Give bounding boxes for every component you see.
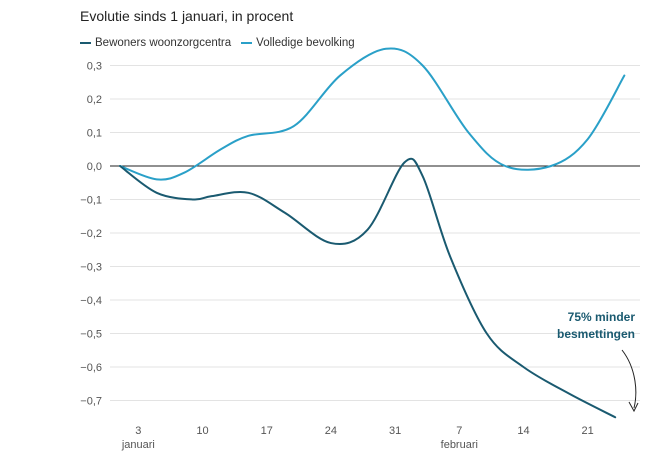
x-tick-label: 21 <box>582 425 594 437</box>
x-tick-label: 24 <box>325 425 337 437</box>
y-tick-label: −0,2 <box>80 228 102 240</box>
annotation-text-line2: besmettingen <box>557 327 635 341</box>
x-month-label: januari <box>121 439 155 451</box>
y-tick-label: 0,0 <box>87 161 102 173</box>
legend-swatch-volledige <box>241 42 253 44</box>
x-tick-label: 3 <box>135 425 141 437</box>
y-tick-label: −0,7 <box>80 396 102 408</box>
legend-item-bewoners: Bewoners woonzorgcentra <box>80 37 231 49</box>
y-tick-label: −0,4 <box>80 295 102 307</box>
x-tick-label: 14 <box>517 425 529 437</box>
y-tick-label: −0,1 <box>80 195 102 207</box>
y-tick-label: 0,3 <box>87 61 102 73</box>
legend-label-volledige: Volledige bevolking <box>256 37 355 49</box>
x-tick-label: 31 <box>389 425 401 437</box>
y-tick-label: −0,6 <box>80 362 102 374</box>
x-tick-label: 17 <box>261 425 273 437</box>
chart-legend: Bewoners woonzorgcentra Volledige bevolk… <box>80 37 365 49</box>
y-tick-label: −0,5 <box>80 329 102 341</box>
y-tick-label: 0,2 <box>87 94 102 106</box>
chart-title: Evolutie sinds 1 januari, in procent <box>80 8 294 24</box>
legend-swatch-bewoners <box>80 42 91 44</box>
annotation-arrow <box>621 349 637 409</box>
y-tick-label: 0,1 <box>87 128 102 140</box>
legend-item-volledige: Volledige bevolking <box>241 37 355 49</box>
series-line-volledige <box>119 47 626 181</box>
x-tick-label: 10 <box>196 425 208 437</box>
annotation-arrowhead <box>628 401 639 413</box>
x-month-label: februari <box>441 439 478 451</box>
x-tick-label: 7 <box>456 425 462 437</box>
annotation-text-line1: 75% minder <box>568 310 636 324</box>
legend-label-bewoners: Bewoners woonzorgcentra <box>95 37 232 49</box>
series-line-bewoners <box>119 157 617 419</box>
y-tick-label: −0,3 <box>80 262 102 274</box>
